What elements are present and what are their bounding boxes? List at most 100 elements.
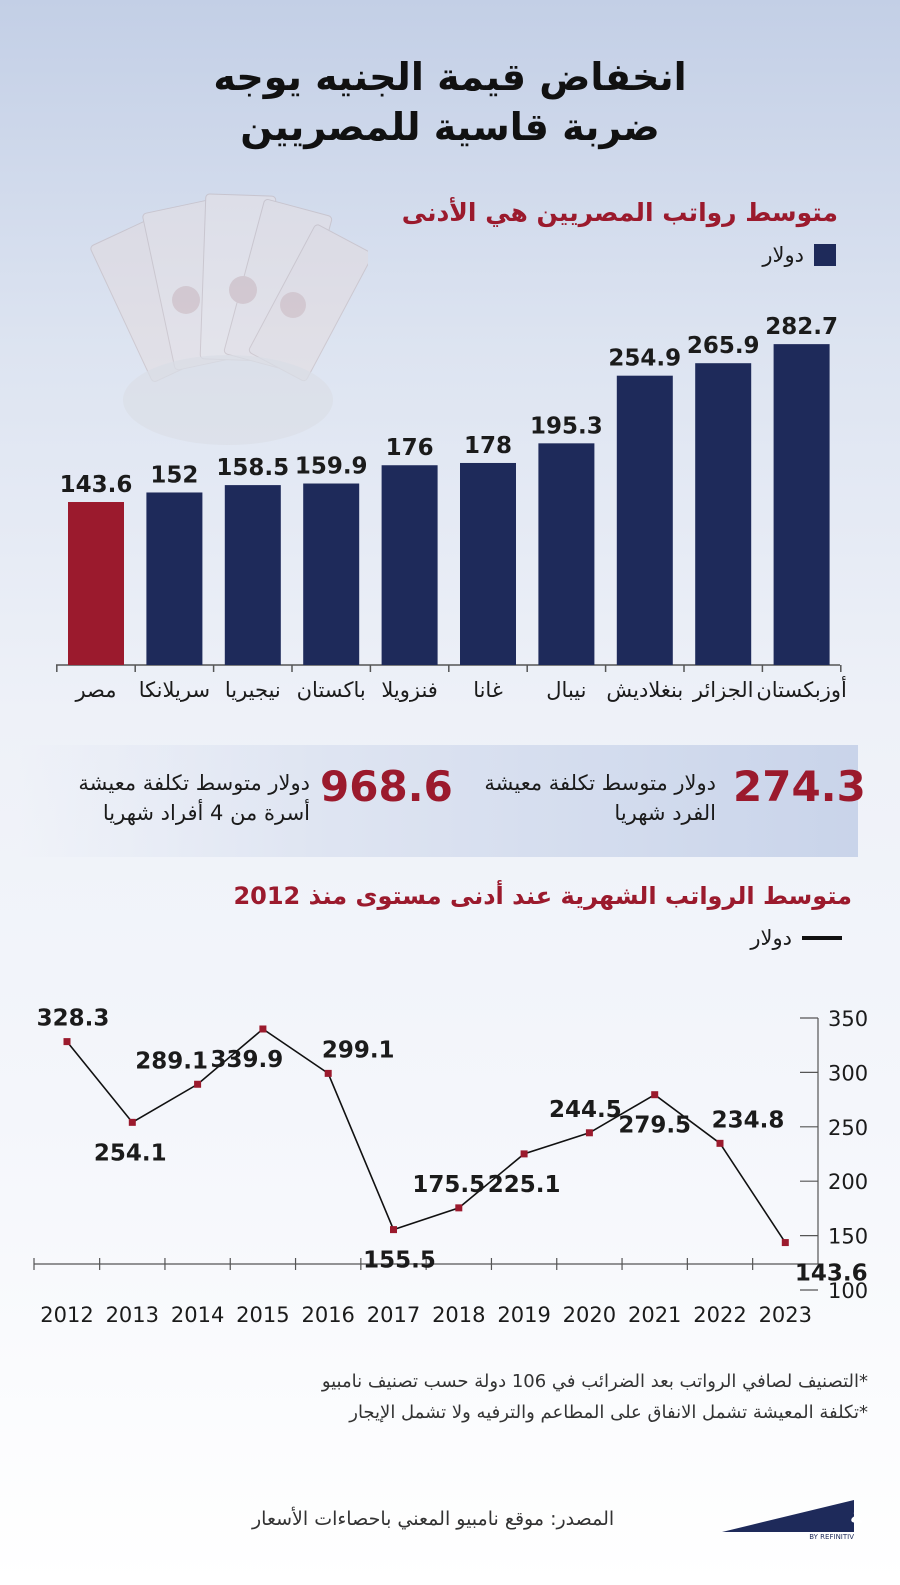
x-tick-label: 2016: [301, 1303, 354, 1327]
point-value-label: 279.5: [618, 1113, 691, 1139]
bar-value-label: 195.3: [530, 413, 603, 439]
legend-swatch: [814, 244, 836, 266]
bar-category-label: باكستان: [297, 678, 366, 702]
brand-tagline: BY REFINITIV: [809, 1533, 854, 1540]
data-point: [128, 1118, 136, 1126]
bar-value-label: 143.6: [60, 472, 133, 498]
individual-cost-line-1: دولار متوسط تكلفة معيشة: [484, 771, 716, 795]
line-chart-title: متوسط الرواتب الشهرية عند أدنى مستوى منذ…: [233, 882, 852, 910]
main-title-line-1: انخفاض قيمة الجنيه يوجه: [213, 55, 687, 99]
x-tick-label: 2021: [628, 1303, 681, 1327]
legend-label: دولار: [762, 243, 804, 267]
point-value-label: 328.3: [37, 1006, 110, 1032]
point-value-label: 143.6: [795, 1261, 868, 1287]
data-point: [390, 1226, 397, 1234]
data-point: [716, 1139, 724, 1147]
bar: [616, 375, 673, 665]
bar: [538, 443, 595, 665]
data-point: [651, 1091, 659, 1099]
footnote-2: *تكلفة المعيشة تشمل الانفاق على المطاعم …: [349, 1402, 868, 1423]
legend-line: [802, 936, 842, 940]
main-title: انخفاض قيمة الجنيه يوجه ضربة قاسية للمصر…: [0, 52, 900, 152]
bar: [695, 363, 752, 665]
bar: [146, 492, 203, 665]
point-value-label: 155.5: [363, 1248, 436, 1274]
point-value-label: 225.1: [488, 1172, 561, 1198]
line-chart-legend: دولار: [750, 926, 842, 950]
bar-value-label: 178: [464, 433, 512, 459]
x-tick-label: 2018: [432, 1303, 485, 1327]
y-tick-label: 300: [828, 1061, 868, 1085]
point-value-label: 254.1: [94, 1140, 167, 1166]
bar-category-label: أوزبكستان: [756, 676, 846, 702]
x-tick-label: 2019: [497, 1303, 550, 1327]
legend-label: دولار: [750, 926, 792, 950]
series-line: [66, 1027, 786, 1244]
point-value-label: 175.5: [412, 1172, 485, 1198]
bar-category-label: نيجيريا: [225, 678, 281, 702]
bar: [224, 485, 281, 665]
bar-category-label: مصر: [74, 678, 116, 702]
bar: [68, 502, 124, 665]
data-point: [520, 1150, 528, 1158]
zawya-logo: زاوية BY REFINITIV: [722, 1500, 862, 1540]
bar-value-label: 282.7: [765, 314, 838, 340]
x-tick-label: 2014: [171, 1303, 224, 1327]
point-value-label: 244.5: [549, 1097, 622, 1123]
y-tick-label: 100: [828, 1279, 868, 1303]
data-point: [324, 1069, 332, 1077]
x-tick-label: 2013: [106, 1303, 159, 1327]
x-tick-label: 2012: [40, 1303, 93, 1327]
individual-cost-label: دولار متوسط تكلفة معيشة الفرد شهريا: [484, 768, 716, 828]
bar-category-label: غانا: [473, 678, 503, 702]
bar-chart-legend: دولار: [762, 243, 836, 267]
family-cost-line-1: دولار متوسط تكلفة معيشة: [78, 771, 310, 795]
bar-chart-title: متوسط رواتب المصريين هي الأدنى: [401, 198, 838, 227]
bar-value-label: 152: [150, 462, 198, 488]
bar-value-label: 265.9: [687, 333, 760, 359]
bar-category-label: نيبال: [546, 678, 586, 702]
line-chart: 350 300 250 200 150 100 328.3 2012 254.1 2013 289.…: [33, 1006, 868, 1327]
point-value-label: 234.8: [712, 1107, 785, 1133]
x-tick-label: 2015: [236, 1303, 289, 1327]
data-point: [194, 1080, 202, 1088]
bar-category-label: سريلانكا: [139, 678, 210, 702]
bar-value-label: 159.9: [295, 454, 368, 480]
x-tick-label: 2020: [563, 1303, 616, 1327]
point-value-label: 339.9: [211, 1047, 284, 1073]
x-tick-label: 2022: [693, 1303, 746, 1327]
point-value-label: 299.1: [322, 1037, 395, 1063]
y-tick-label: 200: [828, 1170, 868, 1194]
data-point: [455, 1204, 463, 1212]
bar: [773, 344, 830, 665]
bar: [303, 483, 360, 665]
individual-cost-value: 274.3: [733, 762, 866, 811]
bar-category-label: فنزويلا: [381, 678, 437, 702]
data-point: [63, 1038, 71, 1046]
data-point: [781, 1239, 789, 1247]
main-title-line-2: ضربة قاسية للمصريين: [240, 105, 660, 149]
family-cost-value: 968.6: [320, 762, 453, 811]
y-tick-label: 350: [828, 1007, 868, 1031]
y-tick-label: 150: [828, 1225, 868, 1249]
bar: [381, 465, 438, 665]
individual-cost-line-2: الفرد شهريا: [614, 801, 716, 825]
brand-name: زاوية: [850, 1504, 862, 1528]
bar: [460, 462, 516, 665]
y-tick-label: 250: [828, 1116, 868, 1140]
bar-value-label: 176: [386, 435, 434, 461]
point-value-label: 289.1: [135, 1048, 208, 1074]
data-point: [259, 1025, 267, 1033]
bar-chart: 143.6 مصر 152 سريلانكا 158.5 نيجيريا 159.9 باكس…: [56, 314, 847, 702]
stats-band: [18, 745, 858, 857]
footnote-1: *التصنيف لصافي الرواتب بعد الضرائب في 10…: [321, 1371, 868, 1392]
x-tick-label: 2023: [759, 1303, 812, 1327]
family-cost-line-2: أسرة من 4 أفراد شهريا: [102, 801, 310, 825]
bar-category-label: الجزائر: [692, 678, 754, 702]
banknotes-illustration: [90, 193, 368, 445]
bar-value-label: 158.5: [216, 455, 289, 481]
x-tick-label: 2017: [367, 1303, 420, 1327]
family-cost-label: دولار متوسط تكلفة معيشة أسرة من 4 أفراد …: [78, 768, 310, 828]
bar-category-label: بنغلاديش: [606, 678, 683, 702]
